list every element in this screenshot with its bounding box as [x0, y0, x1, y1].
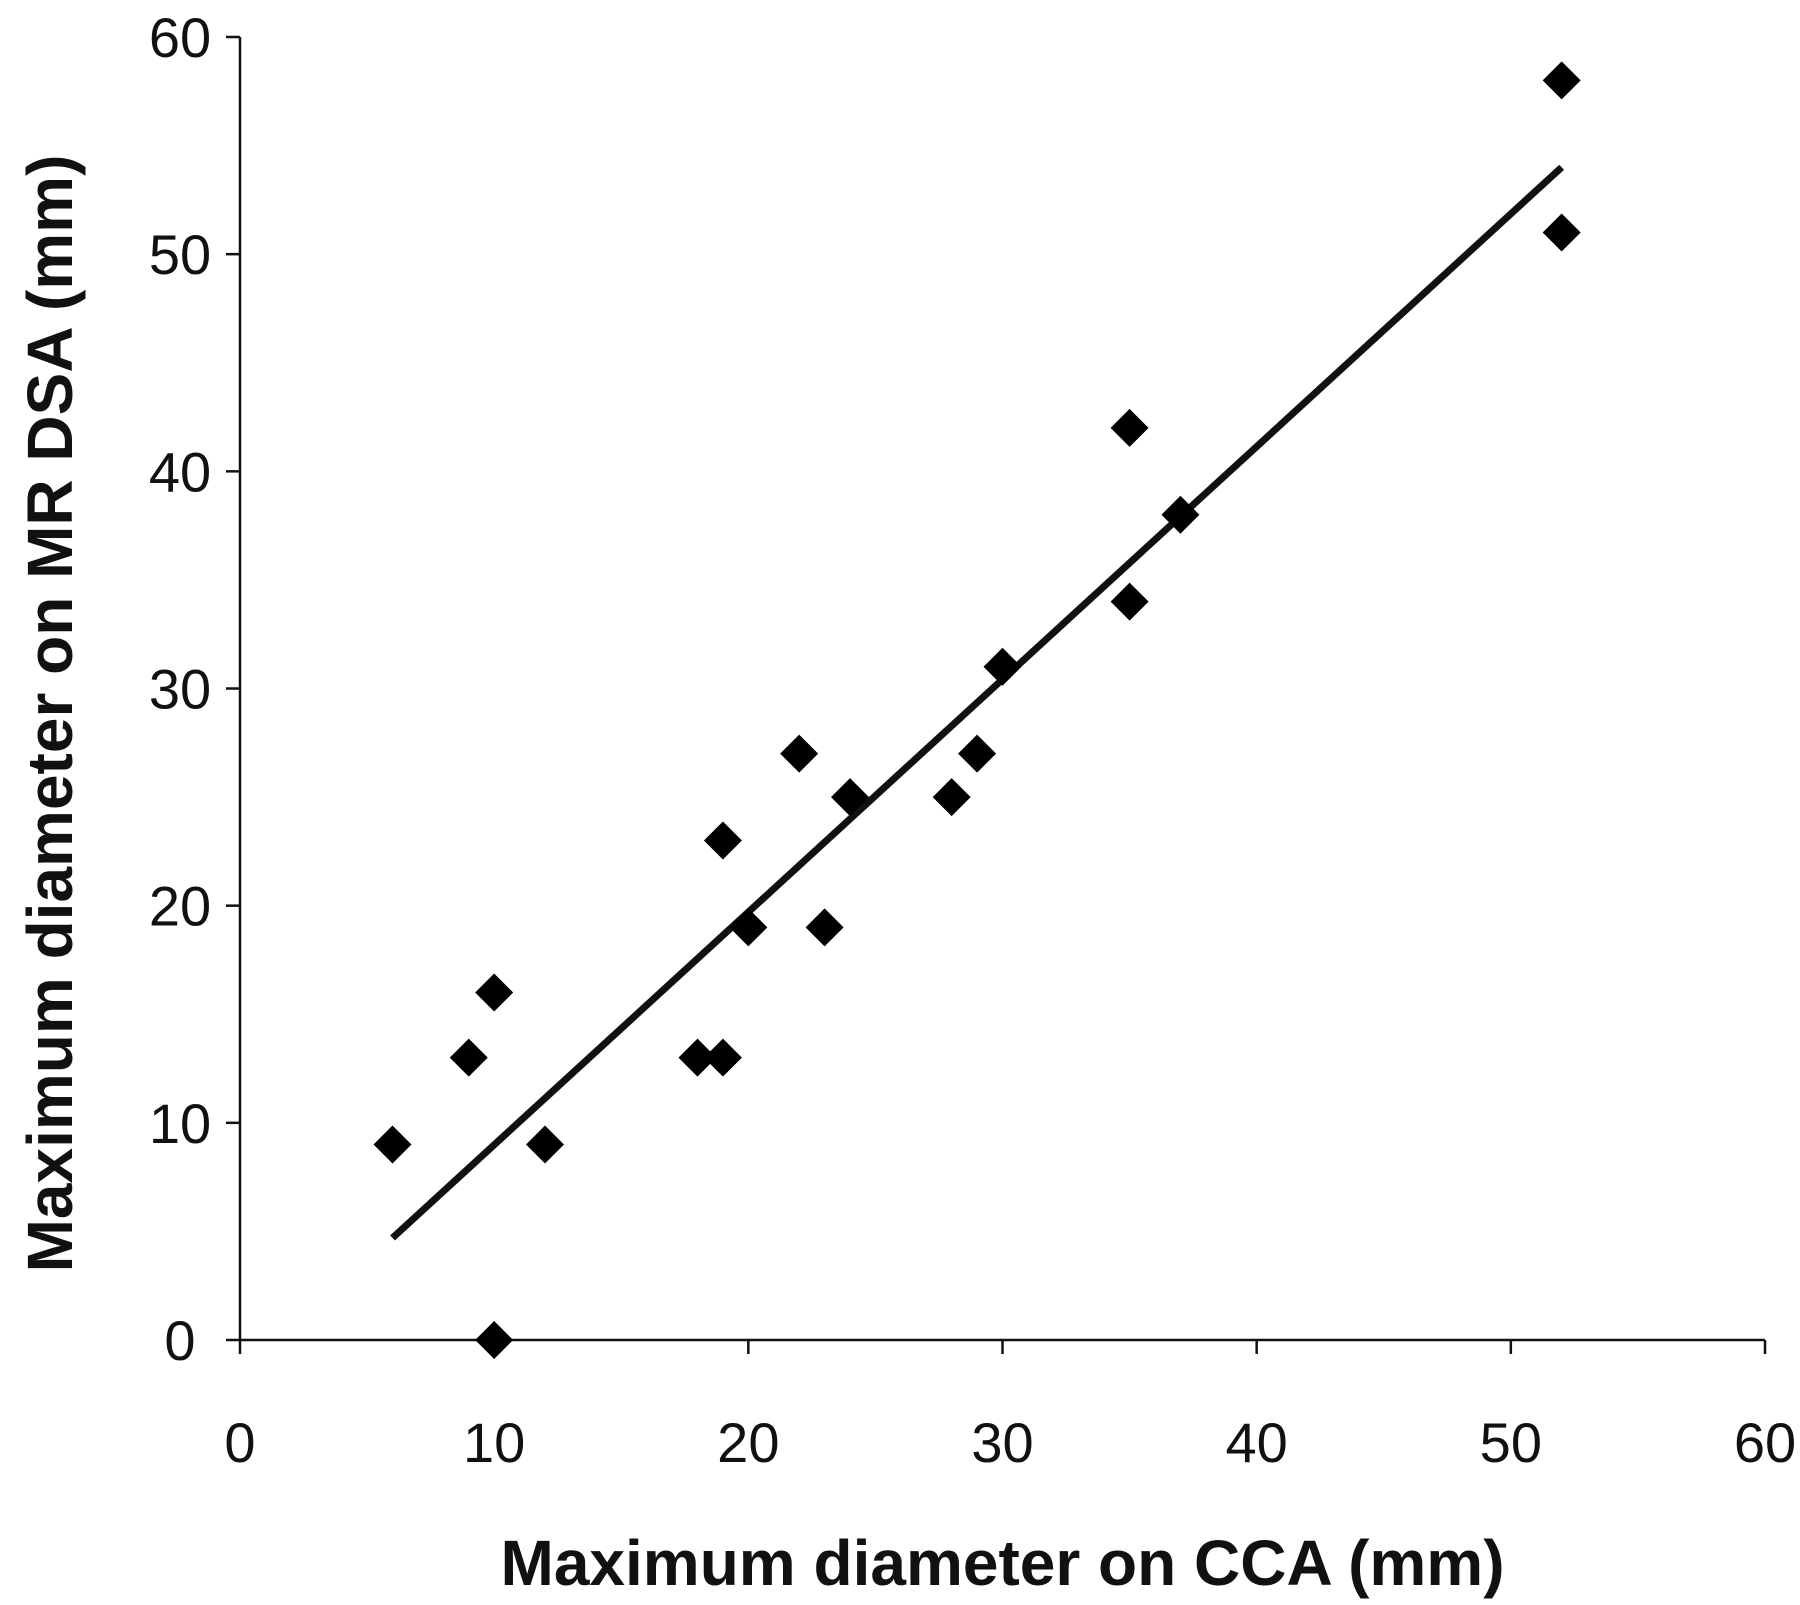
- x-tick-label: 30: [971, 1411, 1033, 1474]
- data-point: [1542, 61, 1581, 100]
- data-point: [831, 778, 869, 817]
- data-point: [449, 1038, 488, 1077]
- data-point: [805, 908, 844, 947]
- y-axis-title: Maximum diameter on MR DSA (mm): [14, 155, 86, 1273]
- data-point: [729, 908, 768, 947]
- data-point: [780, 734, 819, 773]
- data-point: [475, 1321, 514, 1359]
- data-point: [703, 1038, 742, 1077]
- data-point: [932, 778, 971, 817]
- data-point: [703, 821, 742, 860]
- x-tick-label: 40: [1226, 1411, 1288, 1474]
- x-tick-label: 20: [717, 1411, 779, 1474]
- x-axis-title: Maximum diameter on CCA (mm): [501, 1527, 1505, 1599]
- data-point: [526, 1125, 564, 1164]
- y-tick-label: 60: [149, 6, 211, 69]
- trend-line: [390, 164, 1565, 1241]
- y-tick-label: 10: [149, 1092, 211, 1155]
- data-point: [958, 734, 997, 773]
- x-tick-label: 50: [1480, 1411, 1542, 1474]
- y-tick-label: 30: [149, 658, 211, 721]
- data-point: [373, 1125, 412, 1164]
- data-point: [1542, 213, 1581, 252]
- tick-labels: 0 10 20 30 40 50 60 0 10 20 30 40 50 60: [149, 6, 1796, 1474]
- x-tick-label: 10: [463, 1411, 525, 1474]
- data-points: [373, 61, 1581, 1359]
- data-point: [1161, 495, 1200, 534]
- y-tick-label: 40: [149, 440, 211, 503]
- y-tick-label: 50: [149, 223, 211, 286]
- y-tick-label: 20: [149, 875, 211, 938]
- x-tick-label: 60: [1734, 1411, 1796, 1474]
- tick-marks: [226, 35, 1767, 1354]
- data-point: [1110, 582, 1149, 621]
- data-point: [983, 647, 1022, 686]
- data-point: [1110, 408, 1149, 447]
- data-point: [678, 1038, 717, 1077]
- y-tick-label: 0: [164, 1309, 195, 1372]
- data-point: [475, 973, 514, 1012]
- x-tick-label: 0: [224, 1411, 255, 1474]
